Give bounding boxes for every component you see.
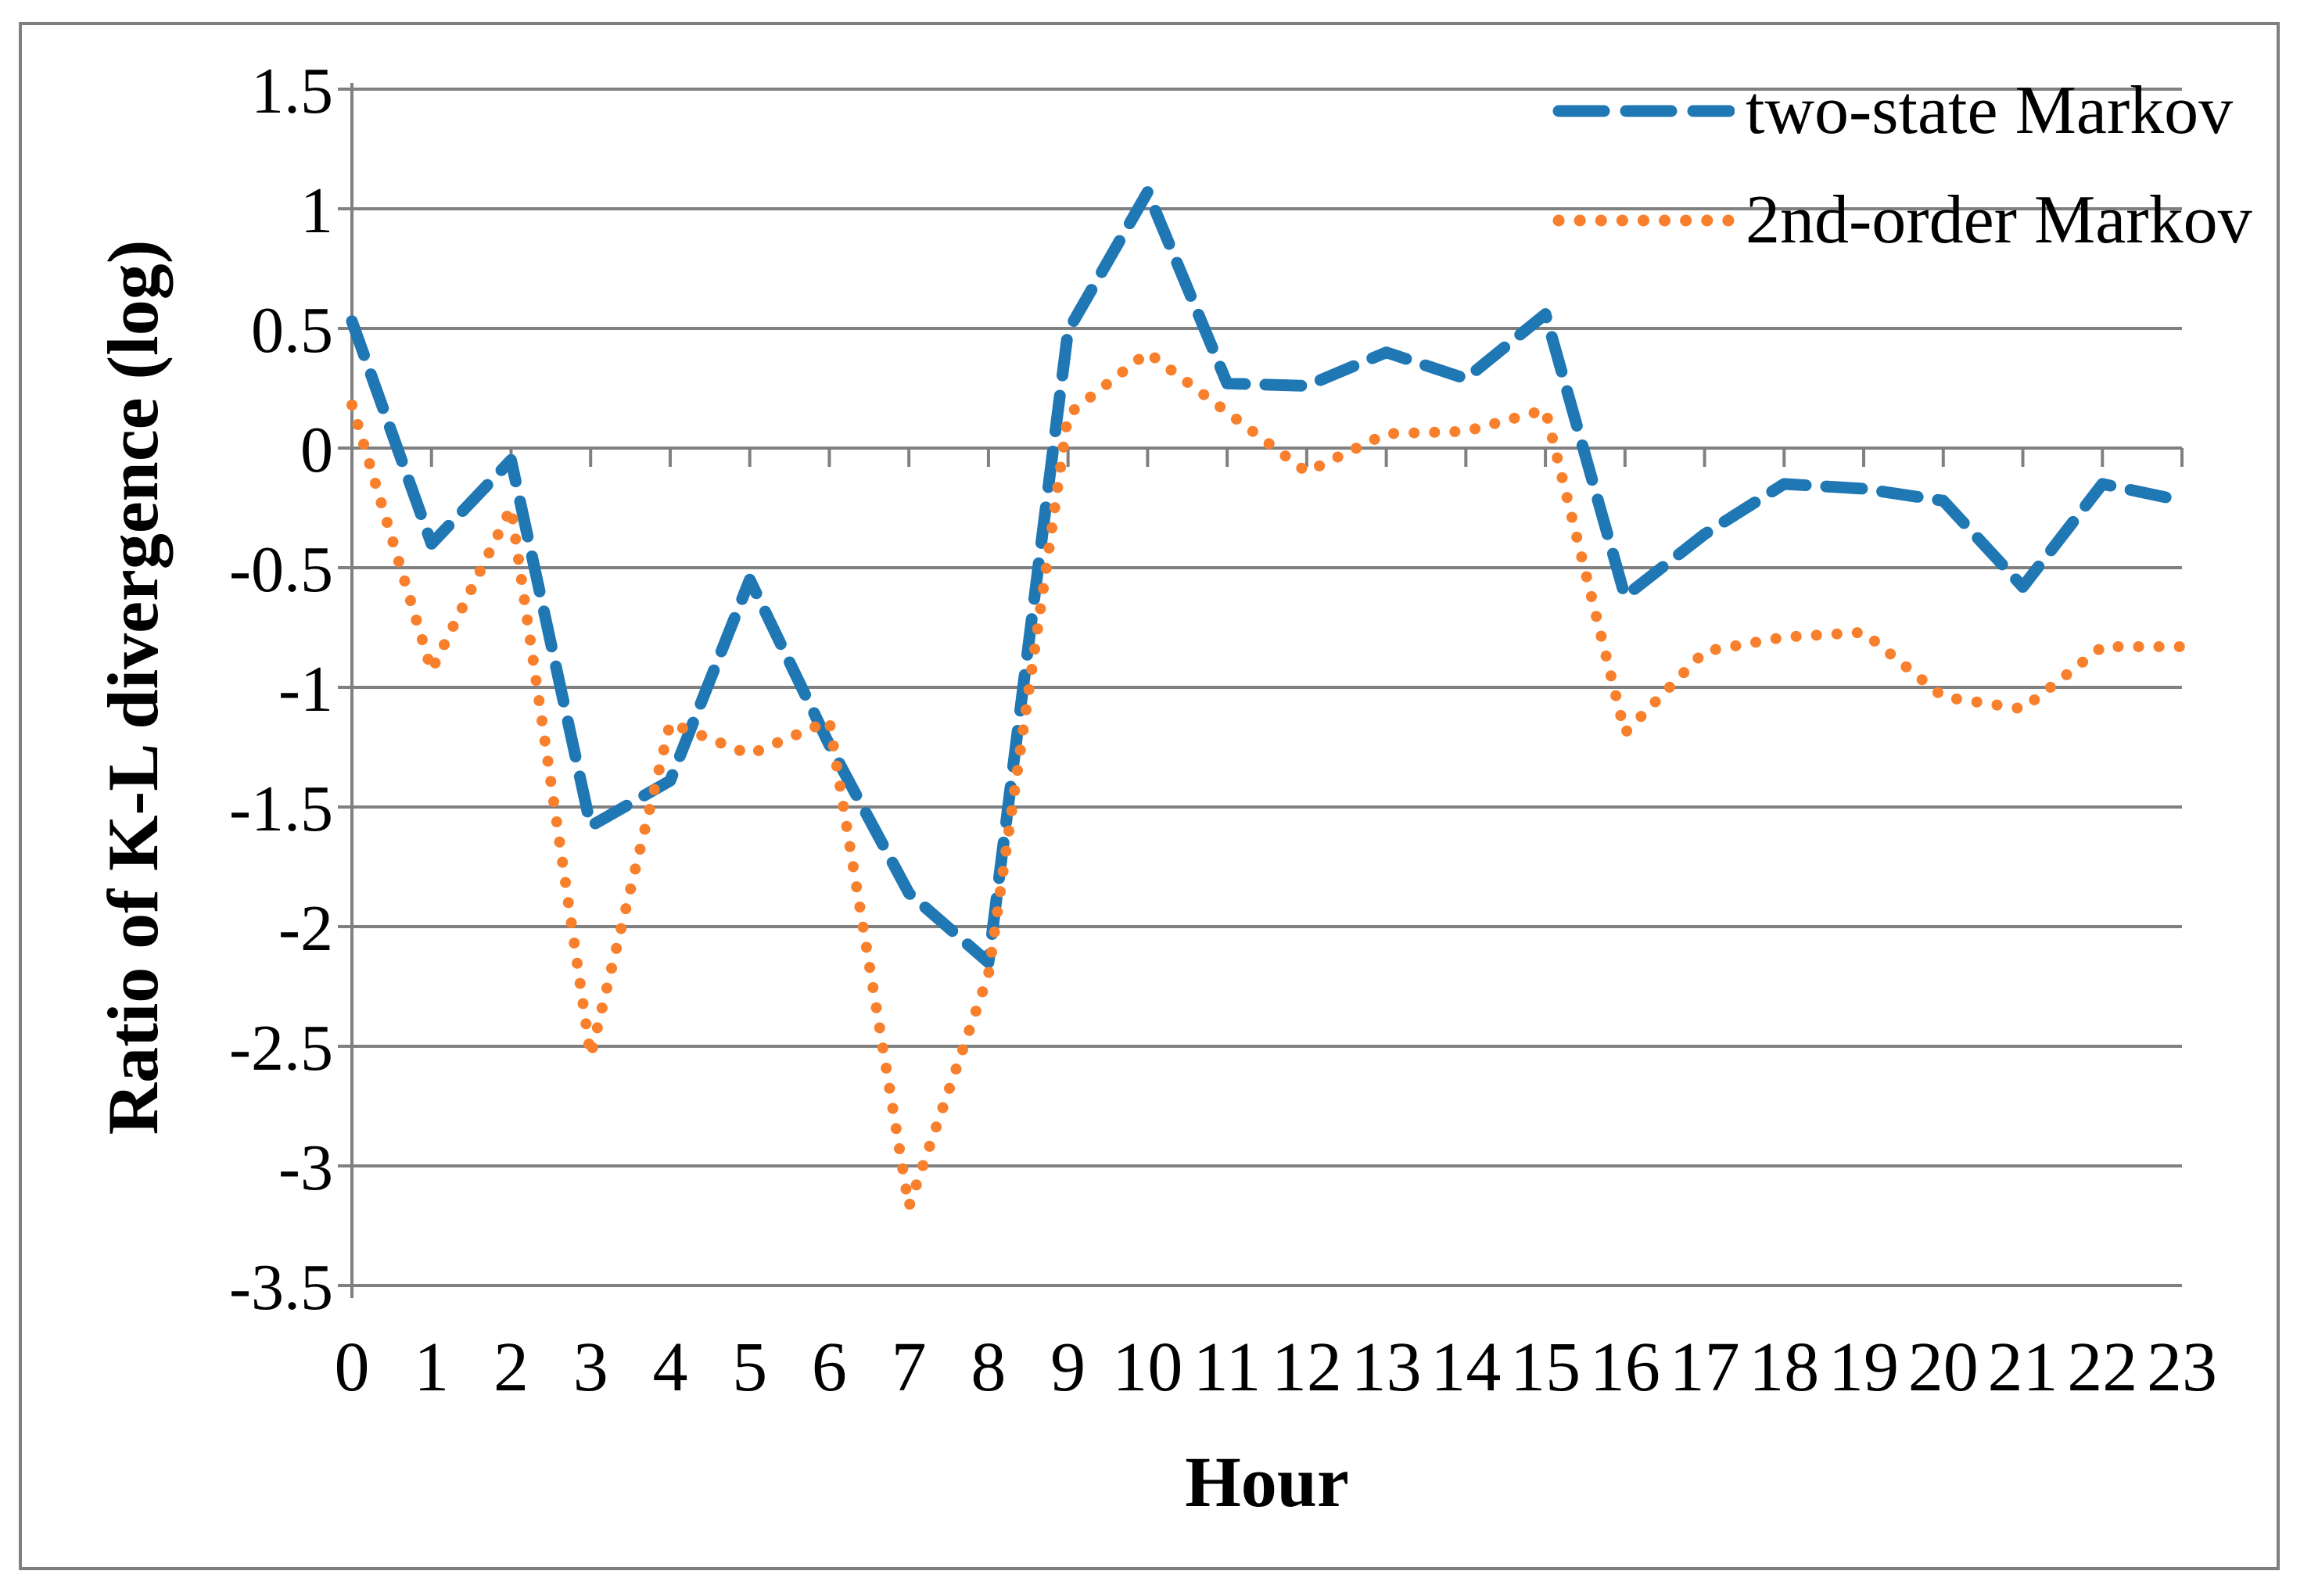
y-tick-label: -3	[278, 1132, 333, 1204]
x-tick-label: 13	[1351, 1329, 1422, 1406]
x-tick-label: 8	[971, 1329, 1006, 1406]
y-tick-label: 1.5	[251, 55, 333, 127]
x-tick-label: 16	[1590, 1329, 1660, 1406]
x-axis-title: Hour	[1185, 1442, 1349, 1522]
x-tick-label: 20	[1908, 1329, 1979, 1406]
y-axis-title: Ratio of K-L divergence (log)	[93, 239, 173, 1135]
x-tick-label: 19	[1828, 1329, 1899, 1406]
x-tick-label: 17	[1670, 1329, 1740, 1406]
x-tick-label: 14	[1430, 1329, 1501, 1406]
x-tick-label: 15	[1510, 1329, 1581, 1406]
x-tick-label: 6	[812, 1329, 847, 1406]
x-tick-label: 5	[732, 1329, 767, 1406]
y-tick-label: 1	[300, 174, 333, 247]
legend: two-state Markov 2nd-order Markov	[1552, 70, 2252, 289]
legend-swatch-dashed-line	[1552, 105, 1735, 117]
x-tick-label: 10	[1112, 1329, 1182, 1406]
x-tick-label: 4	[652, 1329, 687, 1406]
legend-item: two-state Markov	[1552, 70, 2252, 152]
legend-item-label: 2nd-order Markov	[1746, 182, 2252, 258]
x-tick-label: 11	[1193, 1329, 1261, 1406]
y-tick-label: 0.5	[251, 294, 333, 367]
y-tick-label: -2.5	[229, 1012, 333, 1085]
x-tick-label: 0	[335, 1329, 370, 1406]
figure-border	[19, 22, 2280, 1570]
y-tick-label: -2	[278, 892, 333, 965]
x-tick-label: 2	[493, 1329, 529, 1406]
x-tick-label: 1	[414, 1329, 449, 1406]
y-tick-label: -3.5	[229, 1251, 333, 1324]
series-line-2nd-order-markov	[346, 346, 2187, 1213]
x-tick-label: 9	[1050, 1329, 1086, 1406]
series-line-two-state-markov	[346, 186, 2188, 969]
x-tick-label: 23	[2147, 1329, 2217, 1406]
x-tick-label: 22	[2067, 1329, 2137, 1406]
legend-swatch-dotted-line	[1552, 214, 1735, 227]
x-tick-label: 18	[1749, 1329, 1819, 1406]
y-tick-label: -1.5	[229, 773, 333, 845]
y-tick-label: 0	[300, 414, 333, 486]
legend-item-label: two-state Markov	[1746, 73, 2234, 149]
legend-item: 2nd-order Markov	[1552, 180, 2252, 261]
x-tick-label: 21	[1988, 1329, 2058, 1406]
x-tick-label: 7	[892, 1329, 927, 1406]
y-tick-label: -1	[278, 653, 333, 726]
x-tick-label: 12	[1272, 1329, 1342, 1406]
x-tick-label: 3	[573, 1329, 608, 1406]
y-tick-label: -0.5	[229, 533, 333, 606]
